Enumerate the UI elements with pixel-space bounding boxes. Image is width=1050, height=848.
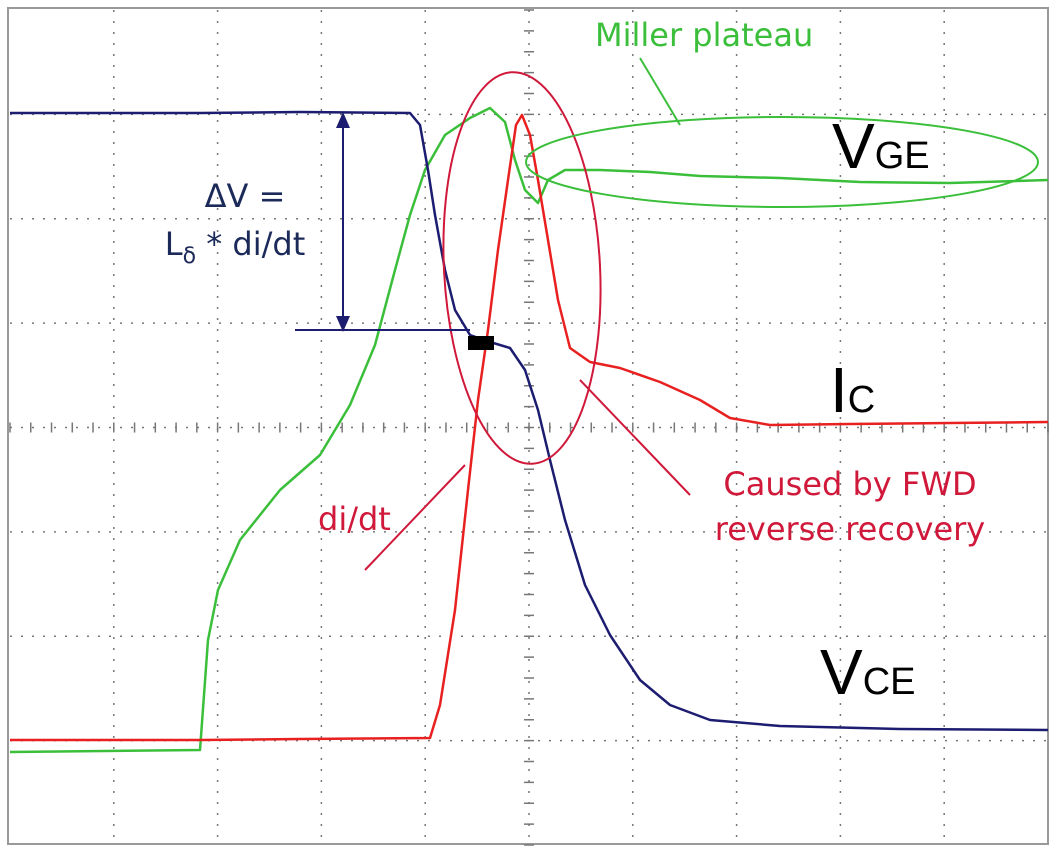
didt-label: di/dt xyxy=(318,500,391,538)
formula-rest: * di/dt xyxy=(196,225,305,263)
formula-main: L xyxy=(165,225,183,263)
label-main: I xyxy=(830,354,848,426)
fwd-label: Caused by FWD xyxy=(723,465,976,503)
label-main: V xyxy=(832,110,875,182)
fwd-label: reverse recovery xyxy=(715,510,985,548)
delta-v-label: ΔV = xyxy=(205,177,286,215)
marker xyxy=(468,336,494,350)
oscilloscope-screen: Miller plateau ΔV = Lδ * di/dt di/dt Cau… xyxy=(0,0,1050,848)
formula-sub: δ xyxy=(183,244,196,269)
screen-frame xyxy=(8,8,1048,844)
miller-label: Miller plateau xyxy=(595,16,813,54)
label-sub: C xyxy=(848,379,875,421)
label-main: V xyxy=(820,636,863,708)
label-sub: GE xyxy=(875,135,930,177)
label-sub: CE xyxy=(863,661,916,703)
